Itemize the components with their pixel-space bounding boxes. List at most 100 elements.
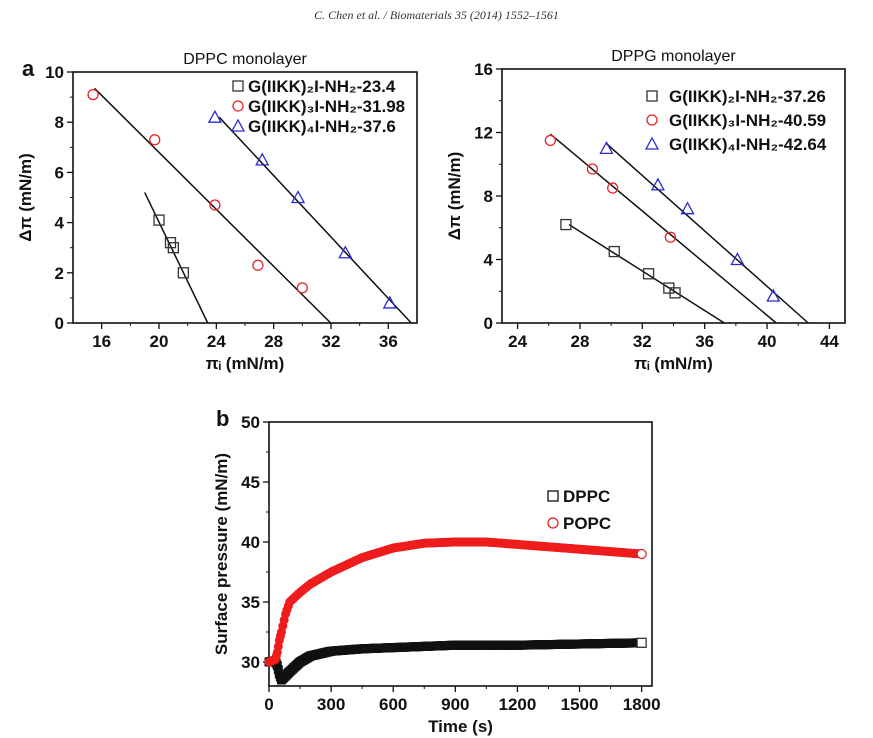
legend-label: POPC (563, 514, 611, 533)
legend-marker (230, 118, 246, 132)
legend-label: G(IIKK)₃I-NH₂-40.59 (669, 111, 826, 130)
data-point (87, 88, 99, 101)
x-tick-label: 1200 (499, 695, 537, 714)
page-header: C. Chen et al. / Biomaterials 35 (2014) … (314, 8, 559, 22)
data-point (290, 190, 306, 204)
data-point (664, 231, 677, 243)
y-tick-label: 8 (484, 187, 493, 206)
data-point (607, 182, 619, 194)
series-G-IIKK-I-NH-37-6 (207, 109, 412, 324)
y-tick-label: 30 (241, 653, 260, 672)
x-tick-label: 40 (758, 332, 777, 351)
data-point (382, 295, 397, 309)
plot-frame (268, 421, 653, 687)
data-point (167, 242, 179, 254)
legend-label: DPPC (563, 487, 610, 506)
data-point (544, 134, 556, 147)
chart-title: DPPC monolayer (183, 51, 307, 68)
y-tick-label: 10 (45, 63, 64, 82)
legend-label: G(IIKK)₄I-NH₂-42.64 (669, 135, 827, 154)
x-tick-label: 20 (150, 332, 169, 351)
data-point (642, 268, 655, 280)
x-tick-label: 36 (379, 332, 398, 351)
legend-marker (232, 80, 244, 92)
y-tick-label: 4 (55, 214, 65, 233)
x-tick-label: 28 (570, 332, 589, 351)
y-tick-label: 40 (241, 533, 260, 552)
legend-marker (547, 517, 559, 529)
data-point (680, 201, 695, 215)
y-tick-label: 12 (474, 124, 493, 143)
x-axis-label: πᵢ (mN/m) (634, 354, 713, 373)
x-tick-label: 0 (264, 695, 273, 714)
series-POPC (264, 537, 647, 667)
fit-line (218, 116, 412, 324)
y-tick-label: 2 (55, 264, 64, 283)
legend-marker (646, 90, 658, 102)
x-tick-label: 900 (441, 695, 469, 714)
series-G-IIKK-I-NH-42-64 (599, 141, 809, 324)
y-tick-label: 50 (241, 413, 260, 432)
panel-label: b (216, 406, 229, 431)
legend-marker (547, 490, 559, 502)
data-point (207, 109, 222, 123)
fit-line (93, 87, 332, 324)
legend-label: G(IIKK)₂I-NH₂-37.26 (669, 87, 826, 106)
x-tick-label: 32 (322, 332, 341, 351)
data-point (586, 163, 599, 175)
y-axis-label: Surface pressure (mN/m) (212, 453, 231, 655)
y-tick-label: 6 (55, 163, 64, 182)
y-axis-label: Δπ (mN/m) (16, 153, 35, 242)
data-point (766, 288, 781, 302)
data-point (252, 259, 264, 271)
series-G-IIKK-I-NH-31-98 (87, 87, 332, 324)
x-tick-label: 44 (820, 332, 839, 351)
x-tick-label: 36 (695, 332, 714, 351)
chart-3: 0 300 600 900 1200 1500 1800 30 35 40 45 50 Time (s)… (212, 406, 661, 736)
data-point (650, 177, 666, 191)
chart-2: 24 28 32 36 40 44 0 4 8 12 16 πᵢ (mN/m) Δπ (mN/m) DPP… (445, 48, 846, 373)
data-point (730, 252, 745, 266)
series-G-IIKK-I-NH-37-26 (560, 218, 725, 324)
legend-label: G(IIKK)₂I-NH₂-23.4 (248, 77, 396, 96)
x-tick-label: 28 (264, 332, 283, 351)
panel-label: a (22, 56, 35, 81)
fit-line (549, 133, 777, 324)
x-tick-label: 1500 (561, 695, 599, 714)
x-tick-label: 16 (92, 332, 111, 351)
data-point (338, 245, 353, 259)
y-tick-label: 16 (474, 60, 493, 79)
series-DPPC (264, 637, 647, 685)
y-tick-label: 8 (55, 113, 64, 132)
chart-title: DPPG monolayer (611, 48, 736, 65)
data-point (209, 199, 221, 211)
data-point (255, 152, 270, 166)
x-axis-label: πᵢ (mN/m) (206, 354, 285, 373)
x-tick-label: 300 (317, 695, 345, 714)
y-axis-label: Δπ (mN/m) (445, 152, 464, 241)
data-point (296, 282, 308, 294)
x-tick-label: 32 (633, 332, 652, 351)
y-tick-label: 0 (55, 314, 64, 333)
series-G-IIKK-I-NH-23-4 (143, 192, 209, 324)
fit-line (143, 192, 209, 324)
y-tick-label: 35 (241, 593, 260, 612)
legend-marker (644, 136, 660, 150)
y-tick-label: 0 (484, 314, 493, 333)
data-point (177, 267, 190, 279)
series-G-IIKK-I-NH-40-59 (544, 133, 777, 324)
data-point (599, 141, 614, 155)
x-tick-label: 1800 (623, 695, 661, 714)
x-tick-label: 24 (508, 332, 527, 351)
fit-line (605, 143, 809, 324)
data-point (669, 287, 681, 299)
x-tick-label: 24 (207, 332, 226, 351)
legend-label: G(IIKK)₄I-NH₂-37.6 (248, 117, 396, 136)
legend-marker (232, 100, 244, 112)
data-point (608, 245, 620, 258)
data-point (560, 218, 572, 231)
x-tick-label: 600 (379, 695, 407, 714)
y-tick-label: 45 (241, 473, 260, 492)
